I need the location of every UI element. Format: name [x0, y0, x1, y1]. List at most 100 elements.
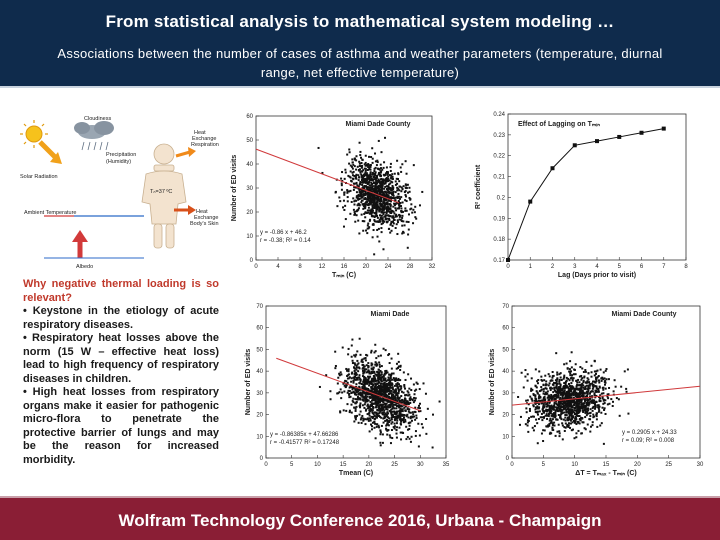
data-point — [397, 416, 400, 419]
data-point — [381, 388, 384, 391]
data-point — [357, 179, 360, 182]
data-point — [398, 409, 401, 412]
data-point — [362, 417, 365, 420]
data-point — [573, 409, 576, 412]
data-point — [572, 410, 575, 413]
data-point — [584, 395, 587, 398]
data-point — [365, 200, 368, 203]
data-point — [380, 197, 383, 200]
data-point — [373, 220, 376, 223]
data-point — [547, 373, 550, 376]
data-point — [389, 442, 392, 445]
data-point — [384, 174, 387, 177]
data-point — [366, 227, 369, 230]
data-point — [368, 175, 371, 178]
data-point — [596, 390, 599, 393]
data-point — [578, 414, 581, 417]
data-point — [354, 407, 357, 410]
data-point — [569, 360, 572, 363]
data-point — [388, 403, 391, 406]
data-point — [378, 191, 381, 194]
data-point — [598, 385, 601, 388]
data-point — [578, 375, 581, 378]
data-point — [548, 412, 551, 415]
data-point — [582, 384, 585, 387]
data-point — [350, 372, 353, 375]
data-point — [377, 173, 380, 176]
data-point — [567, 403, 570, 406]
data-point — [575, 423, 578, 426]
data-point — [386, 210, 389, 213]
data-point — [548, 382, 551, 385]
data-point — [356, 395, 359, 398]
data-point — [572, 377, 575, 380]
data-point — [536, 380, 539, 383]
data-point — [410, 435, 413, 438]
data-point — [551, 371, 554, 374]
y-tick-label: 40 — [502, 369, 509, 375]
chart-scatter-tmin: 0 4 8 12 16 20 24 28 32 0 10 20 30 40 50 60 Tₘᵢₙ (C) Numb… — [226, 108, 442, 288]
data-point — [357, 376, 360, 379]
data-point — [623, 370, 626, 373]
data-point — [361, 404, 364, 407]
data-point — [568, 418, 571, 421]
data-point — [575, 414, 578, 417]
data-point — [406, 183, 409, 186]
data-point — [348, 175, 351, 178]
data-point — [571, 410, 574, 413]
data-point — [371, 394, 374, 397]
data-point — [338, 372, 341, 375]
data-point — [346, 153, 349, 156]
data-point — [581, 421, 584, 424]
data-point — [585, 402, 588, 405]
data-point — [384, 185, 387, 188]
data-point — [551, 418, 554, 421]
data-point — [368, 188, 371, 191]
data-point — [584, 369, 587, 372]
data-point — [550, 395, 553, 398]
x-tick-label: 0 — [254, 264, 258, 270]
data-point — [562, 390, 565, 393]
data-point — [524, 369, 527, 372]
data-point — [358, 204, 361, 207]
data-point — [599, 400, 602, 403]
data-point — [555, 383, 558, 386]
data-point — [570, 418, 573, 421]
data-point — [545, 413, 548, 416]
data-point — [591, 387, 594, 390]
data-point — [365, 368, 368, 371]
data-point — [397, 360, 400, 363]
data-point — [391, 393, 394, 396]
data-point — [395, 383, 398, 386]
data-point — [348, 190, 351, 193]
data-point — [524, 375, 527, 378]
data-point — [366, 392, 369, 395]
data-point — [399, 368, 402, 371]
data-point — [361, 180, 364, 183]
data-point — [543, 416, 546, 419]
data-point — [579, 405, 582, 408]
data-point — [594, 376, 597, 379]
data-point — [582, 379, 585, 382]
data-point — [364, 154, 367, 157]
data-point — [354, 409, 357, 412]
data-point — [381, 184, 384, 187]
data-point — [598, 381, 601, 384]
data-point — [354, 418, 357, 421]
data-point — [397, 202, 400, 205]
data-point — [388, 353, 391, 356]
data-point — [371, 182, 374, 185]
data-point — [407, 403, 410, 406]
data-point — [542, 398, 545, 401]
data-point — [541, 399, 544, 402]
data-point — [383, 182, 386, 185]
data-point — [371, 363, 374, 366]
data-point — [349, 170, 352, 173]
data-point — [577, 392, 580, 395]
data-point — [362, 194, 365, 197]
data-point — [371, 173, 374, 176]
data-point — [571, 374, 574, 377]
data-point — [379, 171, 382, 174]
data-point — [525, 407, 528, 410]
data-point — [531, 388, 534, 391]
